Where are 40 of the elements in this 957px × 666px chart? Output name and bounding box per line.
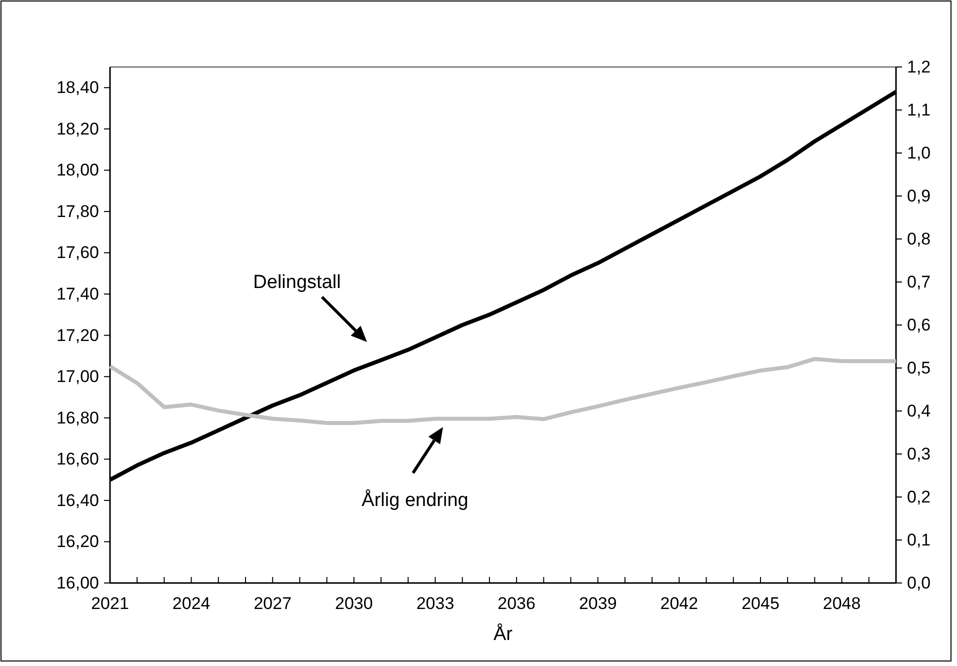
annotation: Årlig endring bbox=[362, 489, 468, 511]
y2-tick-label: 0,1 bbox=[907, 530, 931, 550]
y-tick-label: 17,20 bbox=[56, 326, 99, 345]
y-tick-label: 16,40 bbox=[56, 490, 99, 510]
y-tick-label: 18,20 bbox=[56, 119, 99, 138]
x-tick-label: 2045 bbox=[742, 594, 780, 614]
y-tick-label: 17,00 bbox=[56, 367, 99, 386]
line-series bbox=[108, 356, 898, 426]
y-tick-label: 16,20 bbox=[56, 532, 99, 552]
y2-tick-label: 0,9 bbox=[907, 186, 931, 206]
x-tick-label: 2030 bbox=[335, 594, 373, 614]
y-tick-label: 16,00 bbox=[56, 573, 99, 592]
x-tick-label: 2027 bbox=[254, 594, 292, 614]
annotation: Delingstall bbox=[253, 272, 341, 293]
x-tick-label: 2042 bbox=[660, 594, 698, 614]
y2-tick-label: 0,7 bbox=[907, 272, 931, 292]
x-tick-label: 2048 bbox=[822, 594, 861, 614]
y2-tick-label: 1,1 bbox=[907, 100, 931, 120]
y2-tick-label: 0,2 bbox=[907, 487, 931, 506]
y-tick-label: 16,60 bbox=[56, 450, 99, 469]
x-tick-label: 2024 bbox=[172, 594, 210, 614]
x-tick-label: 2036 bbox=[498, 594, 536, 614]
y-tick-label: 16,80 bbox=[56, 408, 99, 428]
y2-tick-label: 1,0 bbox=[907, 143, 931, 162]
y2-tick-label: 0,5 bbox=[907, 358, 931, 378]
y2-tick-label: 1,2 bbox=[907, 57, 931, 76]
y-tick-label: 18,40 bbox=[56, 78, 99, 98]
x-tick-label: 2021 bbox=[91, 594, 129, 614]
y-tick-label: 17,80 bbox=[56, 202, 99, 221]
y2-tick-label: 0,3 bbox=[907, 444, 931, 464]
y-tick-label: 17,60 bbox=[56, 243, 99, 262]
x-tick-label: 2033 bbox=[416, 594, 454, 614]
y-tick-label: 17,40 bbox=[56, 284, 99, 304]
y2-tick-label: 0,4 bbox=[907, 401, 931, 420]
y2-tick-label: 0,8 bbox=[907, 229, 931, 248]
y2-tick-label: 0,0 bbox=[907, 573, 931, 592]
y2-tick-label: 0,6 bbox=[907, 315, 931, 334]
x-tick-label: 2039 bbox=[578, 594, 617, 614]
y-tick-label: 18,00 bbox=[56, 160, 99, 180]
x-axis-title: År bbox=[494, 623, 514, 645]
